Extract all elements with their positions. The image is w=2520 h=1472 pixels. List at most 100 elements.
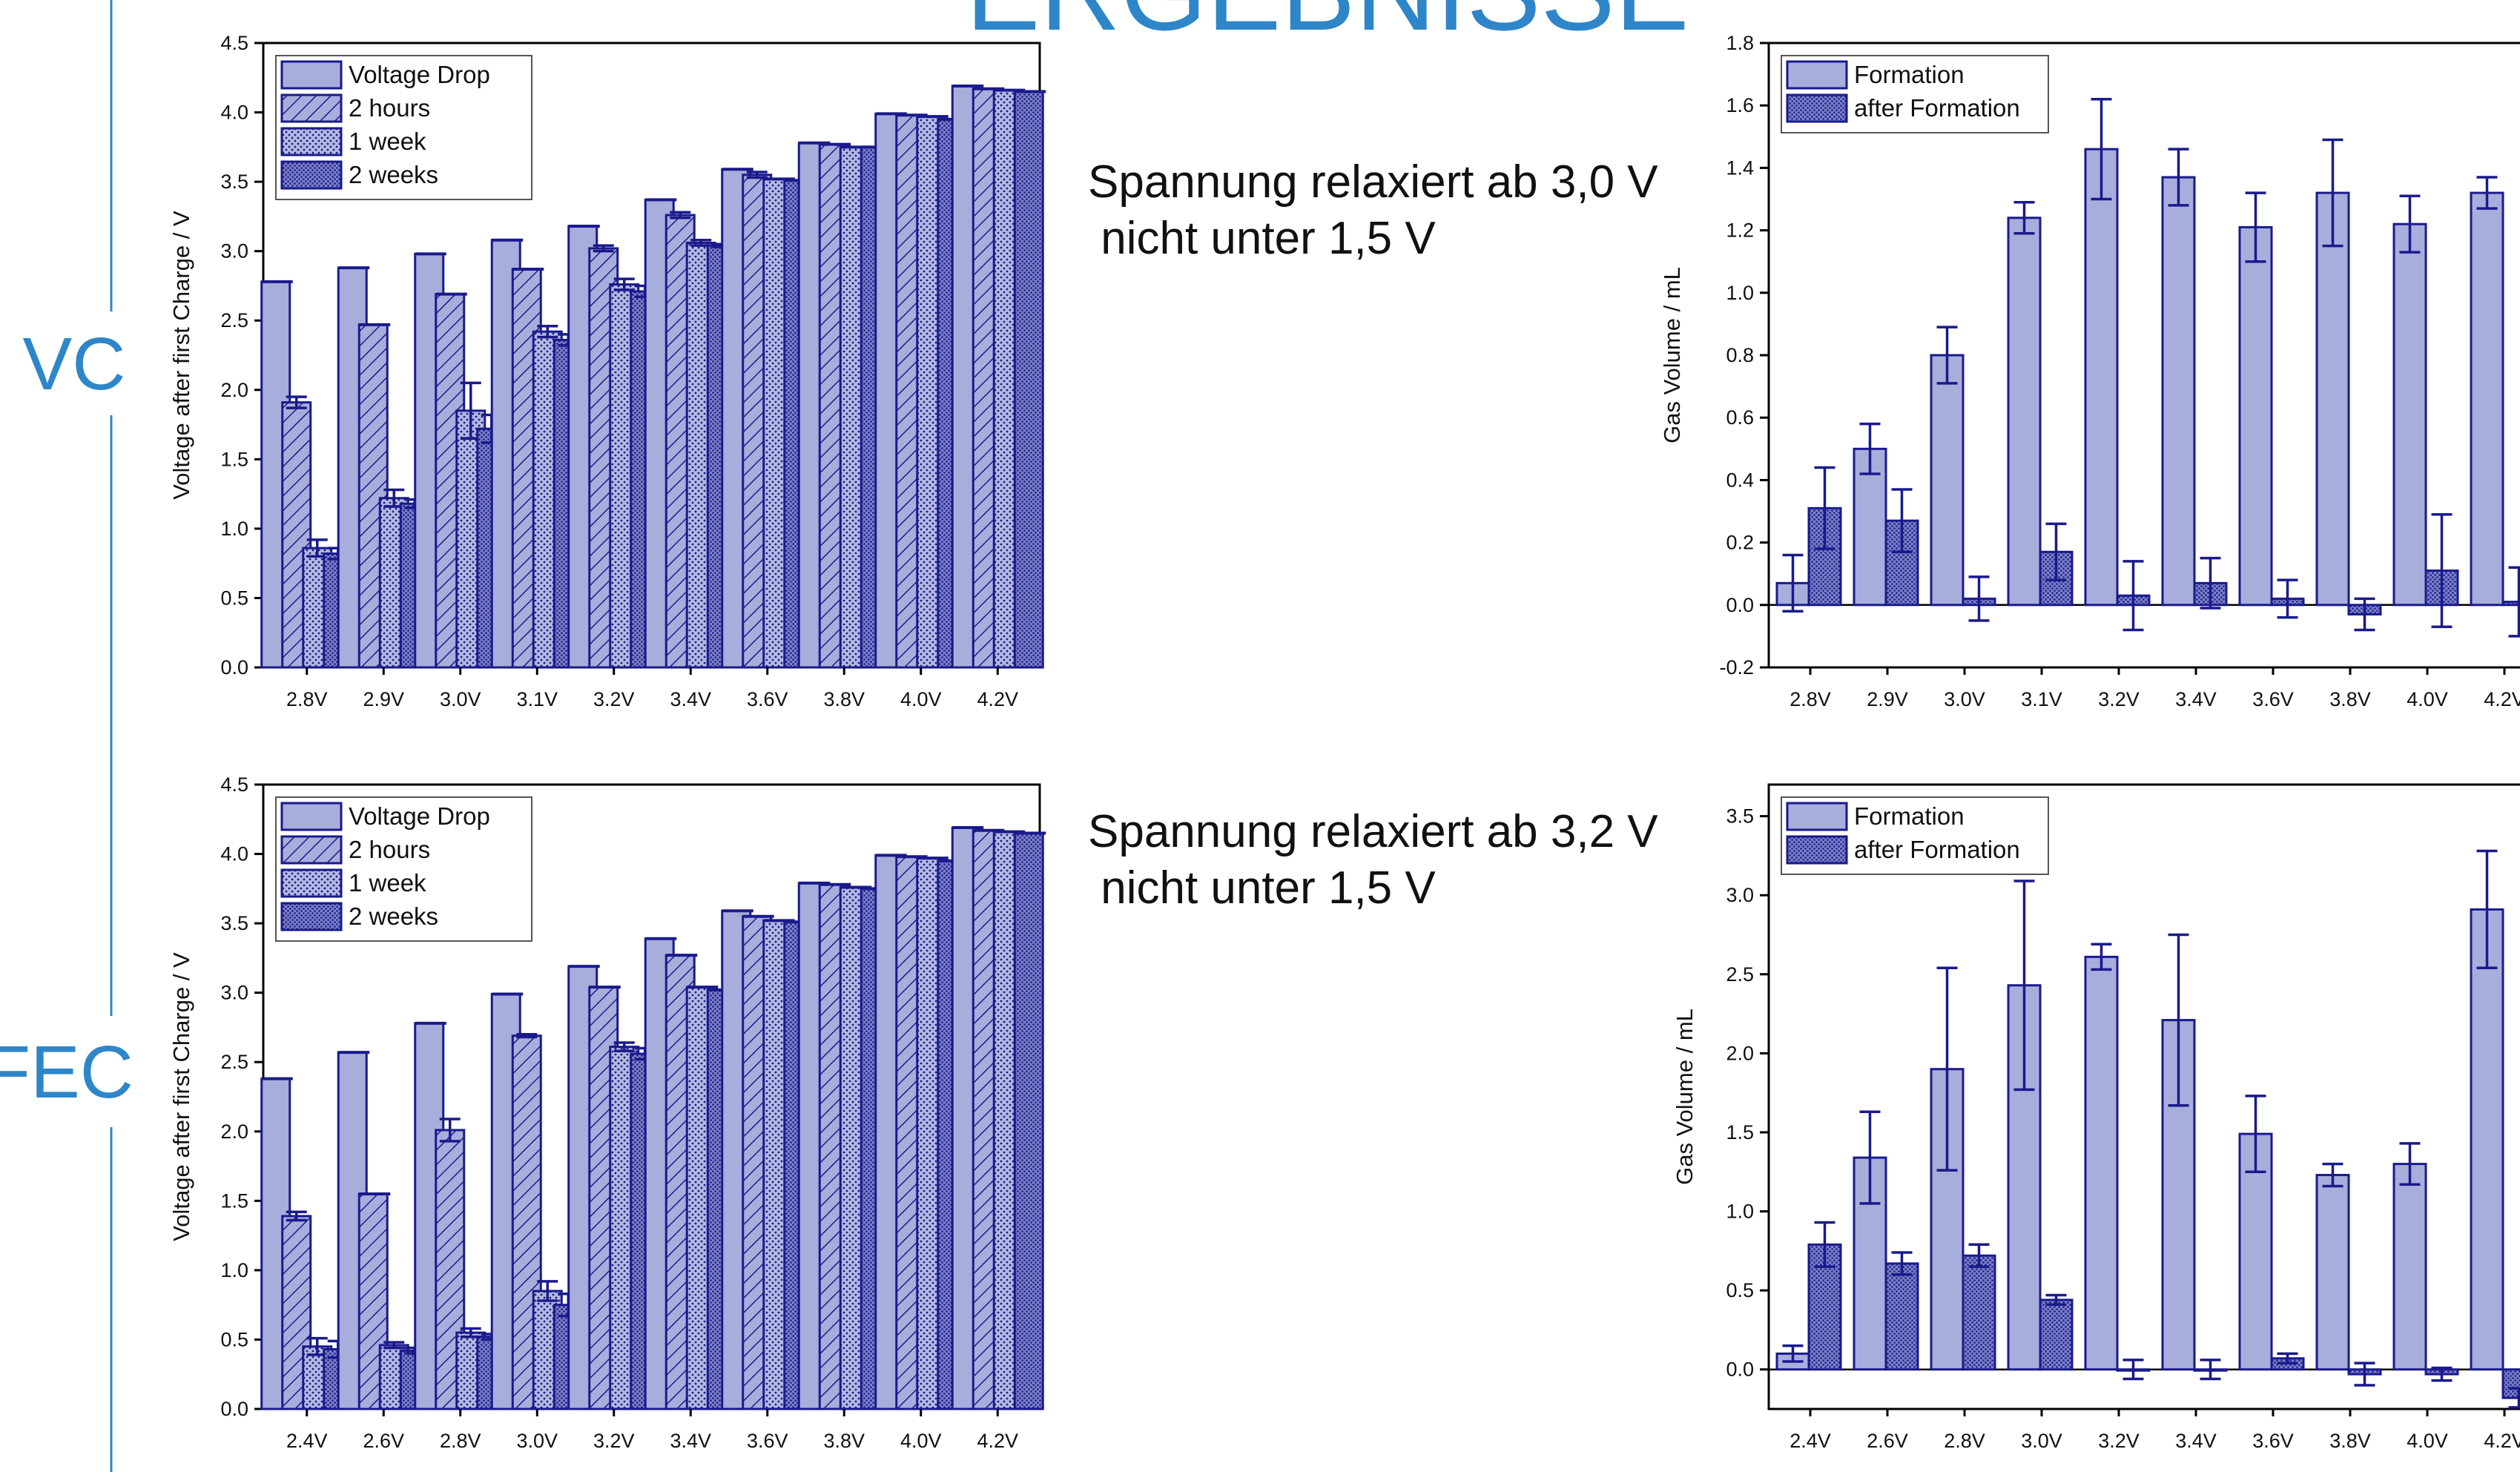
y-tick-label: 0.2: [1726, 532, 1754, 554]
y-tick-label: 4.5: [220, 773, 248, 796]
x-tick-label: 3.6V: [747, 688, 788, 710]
x-tick-label: 3.6V: [2252, 688, 2294, 710]
bar: [2161, 176, 2196, 607]
x-tick-label: 3.0V: [2021, 1430, 2062, 1452]
bar: [2392, 222, 2427, 607]
bar: [2007, 217, 2042, 607]
y-tick-label: -0.2: [1719, 656, 1754, 679]
legend-swatch: [280, 835, 343, 865]
bar: [1962, 1254, 1996, 1371]
legend-swatch: [1786, 60, 1848, 90]
legend-label: 2 weeks: [349, 902, 438, 930]
legend-label: Formation: [1854, 61, 1965, 88]
x-tick-label: 2.8V: [1790, 688, 1831, 710]
x-tick-label: 3.1V: [516, 688, 558, 710]
legend-label: 2 hours: [349, 836, 430, 863]
legend: Voltage Drop 2 hours 1 week 2 weeks: [275, 796, 532, 942]
x-tick-label: 4.2V: [2484, 688, 2520, 710]
legend: Formation after Formation: [1781, 55, 2049, 133]
chart-fec-gas-volume: 0.0 0.5 1.0 1.5 2.0 2.5 3.0 3.5 Gas Volume / mL 2…: [1672, 783, 2520, 1452]
note-fec-line-2: nicht unter 1,5 V: [1088, 862, 1436, 914]
y-tick-label: 0.5: [1726, 1279, 1754, 1301]
y-tick-label: 3.5: [220, 912, 248, 934]
x-tick-label: 2.9V: [1867, 688, 1908, 710]
y-tick-label: 3.0: [1726, 884, 1754, 906]
x-tick-label: 3.4V: [2175, 688, 2217, 710]
legend-swatch: [1786, 802, 1848, 831]
x-tick-label: 4.0V: [2407, 688, 2448, 710]
bar: [1013, 90, 1044, 669]
x-tick-label: 2.6V: [1867, 1430, 1908, 1452]
bar: [2470, 908, 2504, 1371]
x-tick-label: 3.2V: [593, 1430, 635, 1452]
legend: Voltage Drop 2 hours 1 week 2 weeks: [275, 55, 532, 200]
y-axis-label: Voltage after first Charge / V: [168, 211, 194, 500]
legend-swatch: [280, 902, 343, 931]
x-tick-label: 2.8V: [286, 688, 328, 710]
legend: Formation after Formation: [1781, 796, 2049, 875]
x-tick-label: 4.2V: [2484, 1430, 2520, 1452]
y-tick-label: 3.5: [1726, 805, 1754, 828]
x-tick-label: 2.8V: [1944, 1430, 1985, 1452]
y-tick-label: 4.0: [220, 102, 248, 124]
legend-label: 1 week: [349, 128, 426, 155]
y-tick-label: 1.5: [220, 448, 248, 470]
x-tick-label: 3.2V: [593, 688, 635, 710]
x-tick-label: 2.6V: [363, 1430, 404, 1452]
y-tick-label: 2.5: [220, 1051, 248, 1073]
legend-swatch: [1786, 835, 1848, 865]
y-tick-label: 1.0: [1726, 1201, 1754, 1223]
legend-label: Formation: [1854, 802, 1965, 830]
x-tick-label: 4.0V: [900, 1430, 942, 1452]
x-tick-label: 3.0V: [516, 1430, 558, 1452]
y-axis-label: Gas Volume / mL: [1659, 267, 1685, 443]
x-tick-label: 2.8V: [440, 1430, 481, 1452]
y-tick-label: 0.5: [220, 1328, 248, 1350]
legend-label: Voltage Drop: [349, 61, 490, 88]
y-tick-label: 2.5: [220, 309, 248, 331]
y-tick-label: 3.0: [220, 982, 248, 1004]
bar: [2161, 1019, 2196, 1371]
y-tick-label: 1.0: [220, 1259, 248, 1281]
chart-vc-voltage: 0.0 0.5 1.0 1.5 2.0 2.5 3.0 3.5 4.0 4.5 Voltage af…: [168, 32, 1046, 710]
x-tick-label: 3.0V: [1944, 688, 1985, 710]
y-tick-label: 0.0: [220, 1398, 248, 1420]
x-tick-label: 4.0V: [900, 688, 942, 710]
y-tick-label: 1.6: [1726, 94, 1754, 116]
x-tick-label: 3.6V: [2252, 1430, 2294, 1452]
bar: [2084, 955, 2119, 1371]
legend-label: Voltage Drop: [349, 802, 490, 830]
legend-label: 2 hours: [349, 94, 430, 122]
legend-swatch: [280, 60, 343, 90]
legend-swatch: [280, 93, 343, 123]
legend-swatch: [280, 160, 343, 190]
bars-group: [1775, 849, 2520, 1409]
y-tick-label: 2.0: [1726, 1042, 1754, 1064]
x-tick-label: 2.4V: [286, 1430, 328, 1452]
x-tick-label: 3.0V: [440, 688, 481, 710]
y-tick-label: 0.0: [220, 656, 248, 679]
x-tick-label: 4.2V: [977, 688, 1018, 710]
chart-vc-gas-volume: -0.2 0.0 0.2 0.4 0.6 0.8 1.0 1.2 1.4 1.6 1.8 Gas Vo…: [1659, 32, 2520, 710]
legend-swatch: [1786, 93, 1848, 123]
bar: [2315, 191, 2350, 607]
bar: [281, 1215, 312, 1410]
bar: [1884, 1262, 1919, 1371]
legend-label: after Formation: [1854, 836, 2020, 863]
y-tick-label: 1.2: [1726, 220, 1754, 242]
bar: [2501, 1368, 2520, 1399]
bars-group: [260, 826, 1046, 1410]
legend-swatch: [280, 868, 343, 898]
legend-swatch: [280, 802, 343, 831]
y-tick-label: 1.4: [1726, 156, 1754, 179]
y-tick-label: 4.0: [220, 843, 248, 865]
bars-group: [1775, 98, 2520, 638]
chart-fec-voltage: 0.0 0.5 1.0 1.5 2.0 2.5 3.0 3.5 4.0 4.5 Voltage af…: [168, 773, 1046, 1452]
bar: [2392, 1163, 2427, 1371]
x-tick-label: 4.2V: [977, 1430, 1018, 1452]
y-axis-label: Gas Volume / mL: [1672, 1009, 1698, 1185]
x-tick-label: 3.4V: [670, 1430, 711, 1452]
y-tick-label: 3.0: [220, 240, 248, 263]
legend-label: 2 weeks: [349, 161, 438, 188]
